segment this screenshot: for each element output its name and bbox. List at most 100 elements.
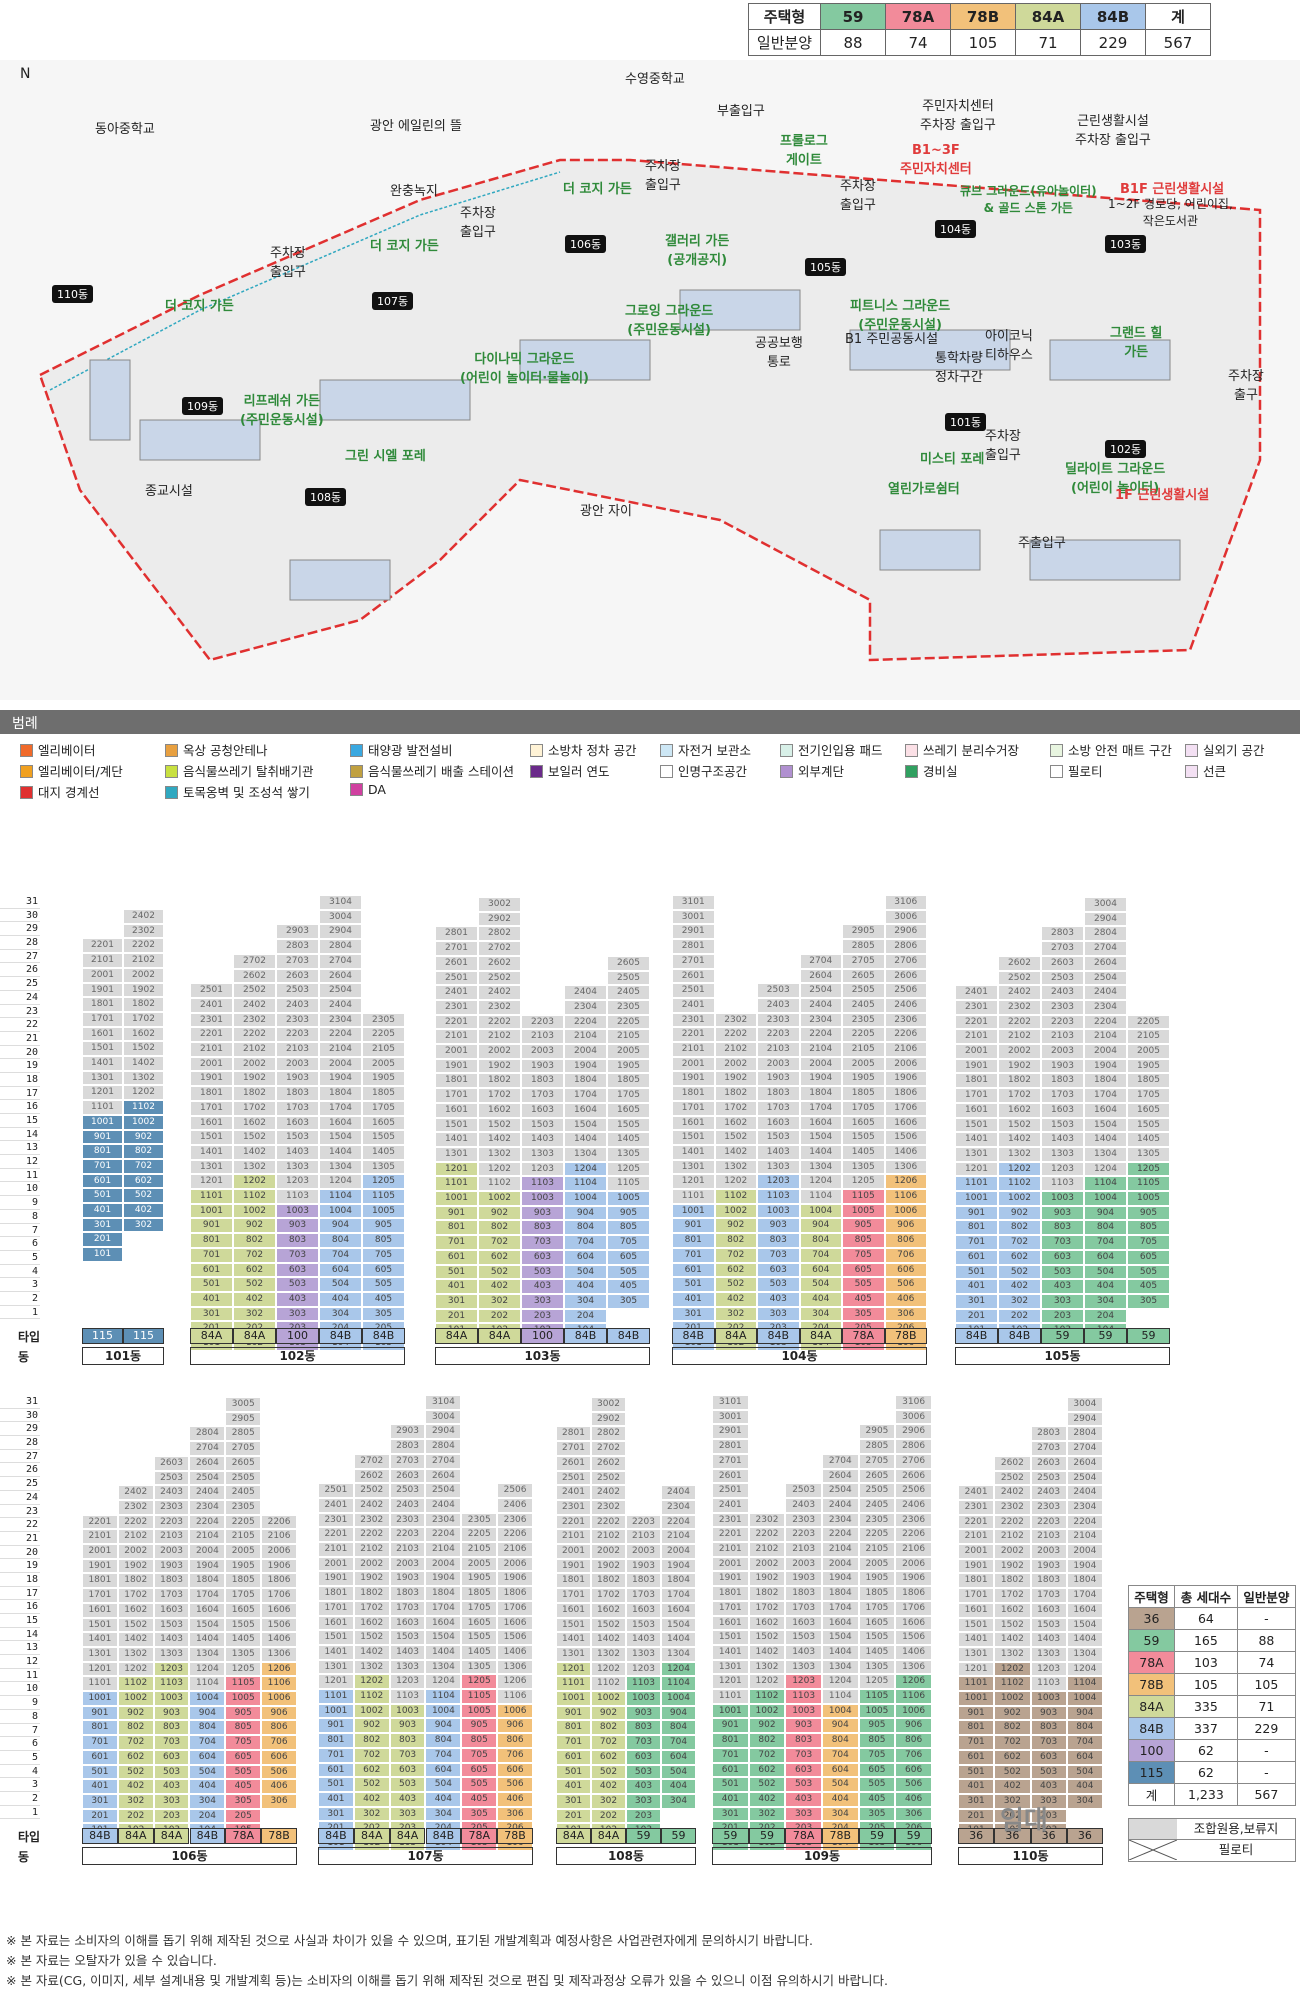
unit-cell: 1203 xyxy=(389,1674,426,1690)
unit-cell xyxy=(955,956,998,971)
unit-cell: 802 xyxy=(233,1233,276,1248)
unit-cell xyxy=(822,1424,859,1439)
unit-cell: 402 xyxy=(233,1291,276,1307)
unit-cell: 1002 xyxy=(117,1691,154,1706)
legend-label: 엘리베이터/계단 xyxy=(38,764,123,779)
unit-cell: 303 xyxy=(389,1806,426,1822)
unit-cell xyxy=(261,1412,297,1427)
unit-cell: 1005 xyxy=(607,1191,650,1206)
unit-cell: 1705 xyxy=(362,1100,405,1116)
unit-cell xyxy=(715,939,758,954)
unit-cell: 901 xyxy=(556,1705,591,1721)
unit-cell: 2503 xyxy=(785,1483,822,1498)
unit-cell: 2402 xyxy=(353,1497,390,1513)
unit-cell: 2104 xyxy=(799,1042,842,1057)
unit-cell: 1504 xyxy=(1084,1117,1127,1133)
summary-header: 78B xyxy=(950,3,1016,30)
unit-cell xyxy=(118,1412,154,1427)
unit-cell xyxy=(521,956,564,971)
legend-item: 소방 안전 매트 구간 xyxy=(1050,740,1172,759)
unit-cell: 1202 xyxy=(994,1661,1031,1677)
unit-cell: 1004 xyxy=(189,1691,226,1706)
unit-cell: 2704 xyxy=(1066,1441,1103,1456)
unit-cell: 2302 xyxy=(748,1512,786,1528)
unit-cell: 902 xyxy=(233,1218,276,1234)
unit-cell: 2605 xyxy=(842,968,885,984)
legend-swatch xyxy=(20,744,33,757)
unit-cell: 403 xyxy=(1030,1779,1067,1794)
unit-cell: 2804 xyxy=(319,939,362,954)
unit-cell xyxy=(661,1441,696,1456)
unit-cell: 2805 xyxy=(225,1426,262,1442)
label-dynamic: 다이나믹 그라운드 (어린이 놀이터·물놀이) xyxy=(460,352,589,386)
unit-cell xyxy=(318,1424,354,1439)
unit-cell: 2006 xyxy=(261,1544,297,1559)
unit-cell xyxy=(715,998,758,1013)
unit-cell: 1502 xyxy=(714,1130,757,1145)
building-101: 101동 xyxy=(945,413,987,431)
unit-cell: 2602 xyxy=(233,968,276,984)
legend-swatch xyxy=(1185,765,1198,778)
unit-cell: 2202 xyxy=(123,938,164,954)
unit-cell: 1302 xyxy=(998,1146,1041,1162)
unit-cell: 1401 xyxy=(82,1056,123,1071)
dong-row-label: 동 xyxy=(18,1849,30,1864)
unit-cell: 704 xyxy=(425,1747,462,1763)
unit-cell xyxy=(497,1424,533,1439)
unit-cell: 502 xyxy=(714,1277,757,1292)
unit-cell: 2302 xyxy=(994,1499,1031,1515)
unit-cell: 1804 xyxy=(799,1086,842,1101)
unit-cell: 2803 xyxy=(276,939,319,954)
floor-label: 16 xyxy=(0,1600,40,1614)
building-102: 102동 xyxy=(1105,440,1147,458)
unit-cell: 1301 xyxy=(672,1159,715,1175)
unit-cell: 705 xyxy=(858,1747,896,1763)
unit-cell: 1603 xyxy=(1041,1102,1084,1118)
unit-cell xyxy=(994,1426,1030,1441)
floor-chart-row1: 31 30 29 28 27 26 25 24 23 22 21 20 19 18 17 16 15 14 13 12… xyxy=(0,890,1300,1375)
unit-cell: 2002 xyxy=(591,1544,626,1559)
unit-cell: 701 xyxy=(82,1735,118,1750)
unit-cell xyxy=(757,969,800,984)
unit-cell: 2701 xyxy=(556,1441,591,1456)
unit-cell: 1306 xyxy=(895,1659,932,1675)
unit-cell: 2705 xyxy=(858,1453,896,1469)
unit-cell: 1202 xyxy=(748,1674,786,1690)
floor-label: 1 xyxy=(0,1306,40,1320)
unit-cell: 1504 xyxy=(661,1617,696,1633)
label-open-shelter: 열린가로쉼터 xyxy=(888,482,960,497)
building-105: 105동 xyxy=(805,258,847,276)
unit-cell: 1405 xyxy=(842,1144,885,1160)
unit-cell xyxy=(190,939,233,954)
unit-cell: 2003 xyxy=(785,1556,822,1572)
unit-cell: 404 xyxy=(319,1291,362,1307)
unit-cell: 802 xyxy=(591,1720,626,1736)
legend-swatch xyxy=(530,744,543,757)
unit-cell: 702 xyxy=(233,1247,276,1263)
unit-cell: 1805 xyxy=(225,1573,262,1589)
unit-cell: 1505 xyxy=(842,1130,885,1145)
unit-cell xyxy=(82,924,123,939)
unit-cell: 2405 xyxy=(858,1497,896,1513)
unit-cell: 803 xyxy=(389,1733,426,1748)
unit-cell: 2001 xyxy=(190,1056,233,1072)
unit-cell xyxy=(958,1456,994,1471)
unit-cell: 1902 xyxy=(233,1071,276,1087)
unit-cell: 1006 xyxy=(261,1691,297,1706)
unit-cell: 801 xyxy=(318,1733,354,1748)
unit-cell: 2005 xyxy=(225,1544,262,1559)
unit-cell: 301 xyxy=(435,1293,478,1309)
unit-type-box: 78A xyxy=(225,1827,262,1844)
unit-cell: 2005 xyxy=(1127,1044,1170,1059)
unit-cell: 301 xyxy=(190,1306,233,1322)
unit-cell: 1704 xyxy=(821,1600,859,1616)
unit-cell: 502 xyxy=(117,1764,154,1780)
unit-cell: 906 xyxy=(884,1218,927,1234)
unit-cell: 2403 xyxy=(1030,1485,1067,1500)
unit-cell: 504 xyxy=(189,1764,226,1780)
unit-cell: 2406 xyxy=(895,1497,932,1513)
unit-cell: 804 xyxy=(319,1233,362,1248)
unit-cell: 101 xyxy=(82,1247,123,1262)
unit-cell: 2602 xyxy=(591,1455,626,1471)
unit-cell: 1703 xyxy=(153,1588,190,1603)
